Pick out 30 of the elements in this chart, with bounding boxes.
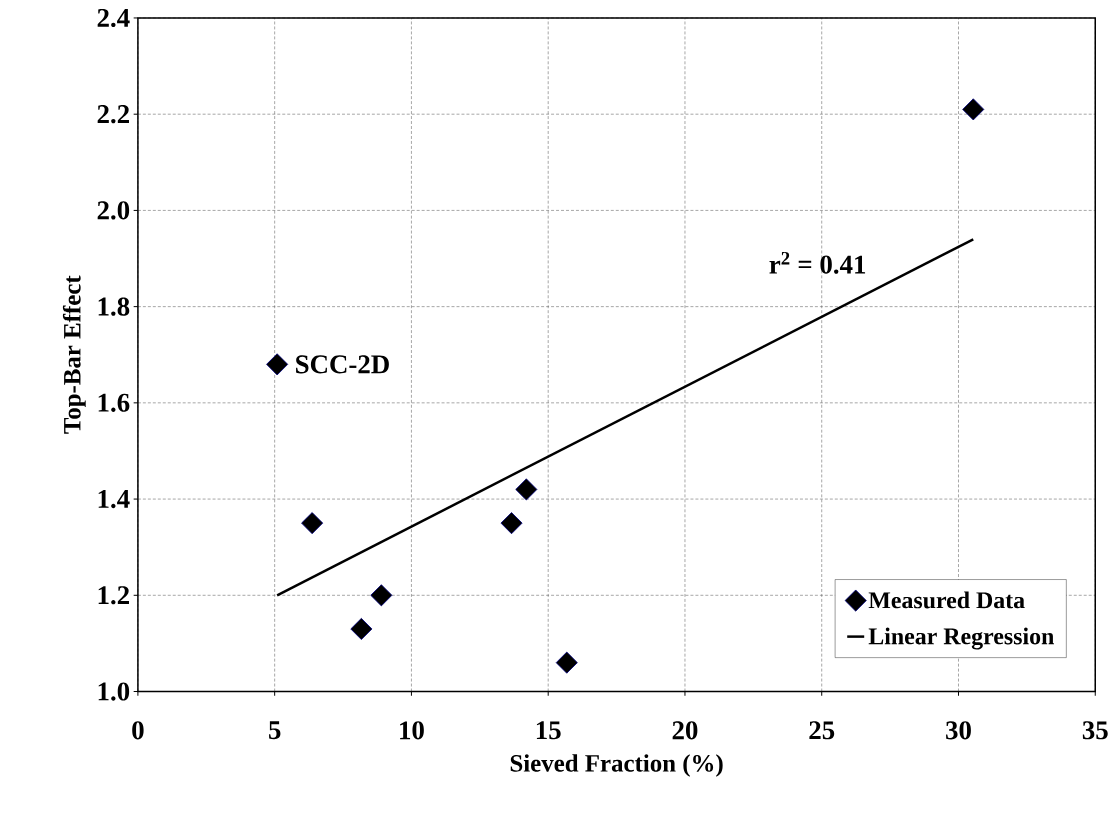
- y-tick-label: 2.2: [97, 104, 129, 124]
- x-tick-label: 35: [1082, 721, 1108, 740]
- y-tick-label: 1.2: [98, 585, 129, 605]
- point: [515, 478, 538, 501]
- x-tick-label: 25: [809, 721, 835, 740]
- y-tick-label: 1.4: [98, 489, 130, 508]
- y-tick-label: 1.6: [98, 393, 130, 412]
- x-tick-label: 0: [132, 721, 144, 740]
- x-axis-title: Sieved Fraction (%): [510, 754, 723, 777]
- y-tick-label: 2.4: [97, 8, 130, 27]
- point: [370, 584, 393, 607]
- x-tick-label: 5: [269, 721, 281, 739]
- point: [555, 651, 578, 674]
- x-tick-label: 10: [400, 721, 424, 740]
- legend-label: Measured Data: [868, 591, 1025, 609]
- point: [962, 98, 985, 121]
- x-tick-label: 20: [672, 721, 698, 740]
- y-axis-title: Top-Bar Effect: [62, 275, 86, 434]
- annotation: SCC-2D: [296, 355, 389, 374]
- point: [266, 353, 289, 376]
- x-tick-label: 30: [946, 721, 971, 740]
- point: [500, 511, 523, 534]
- y-tick-label: 1.0: [98, 682, 130, 701]
- point: [350, 617, 373, 640]
- legend-label: Linear Regression: [868, 627, 1054, 650]
- x-tick-label: 15: [536, 721, 561, 740]
- y-tick-label: 2.0: [97, 201, 130, 220]
- point: [301, 511, 324, 534]
- y-tick-label: 1.8: [98, 297, 130, 316]
- annotation: r$^{2}$ = 0.41: [769, 251, 866, 274]
